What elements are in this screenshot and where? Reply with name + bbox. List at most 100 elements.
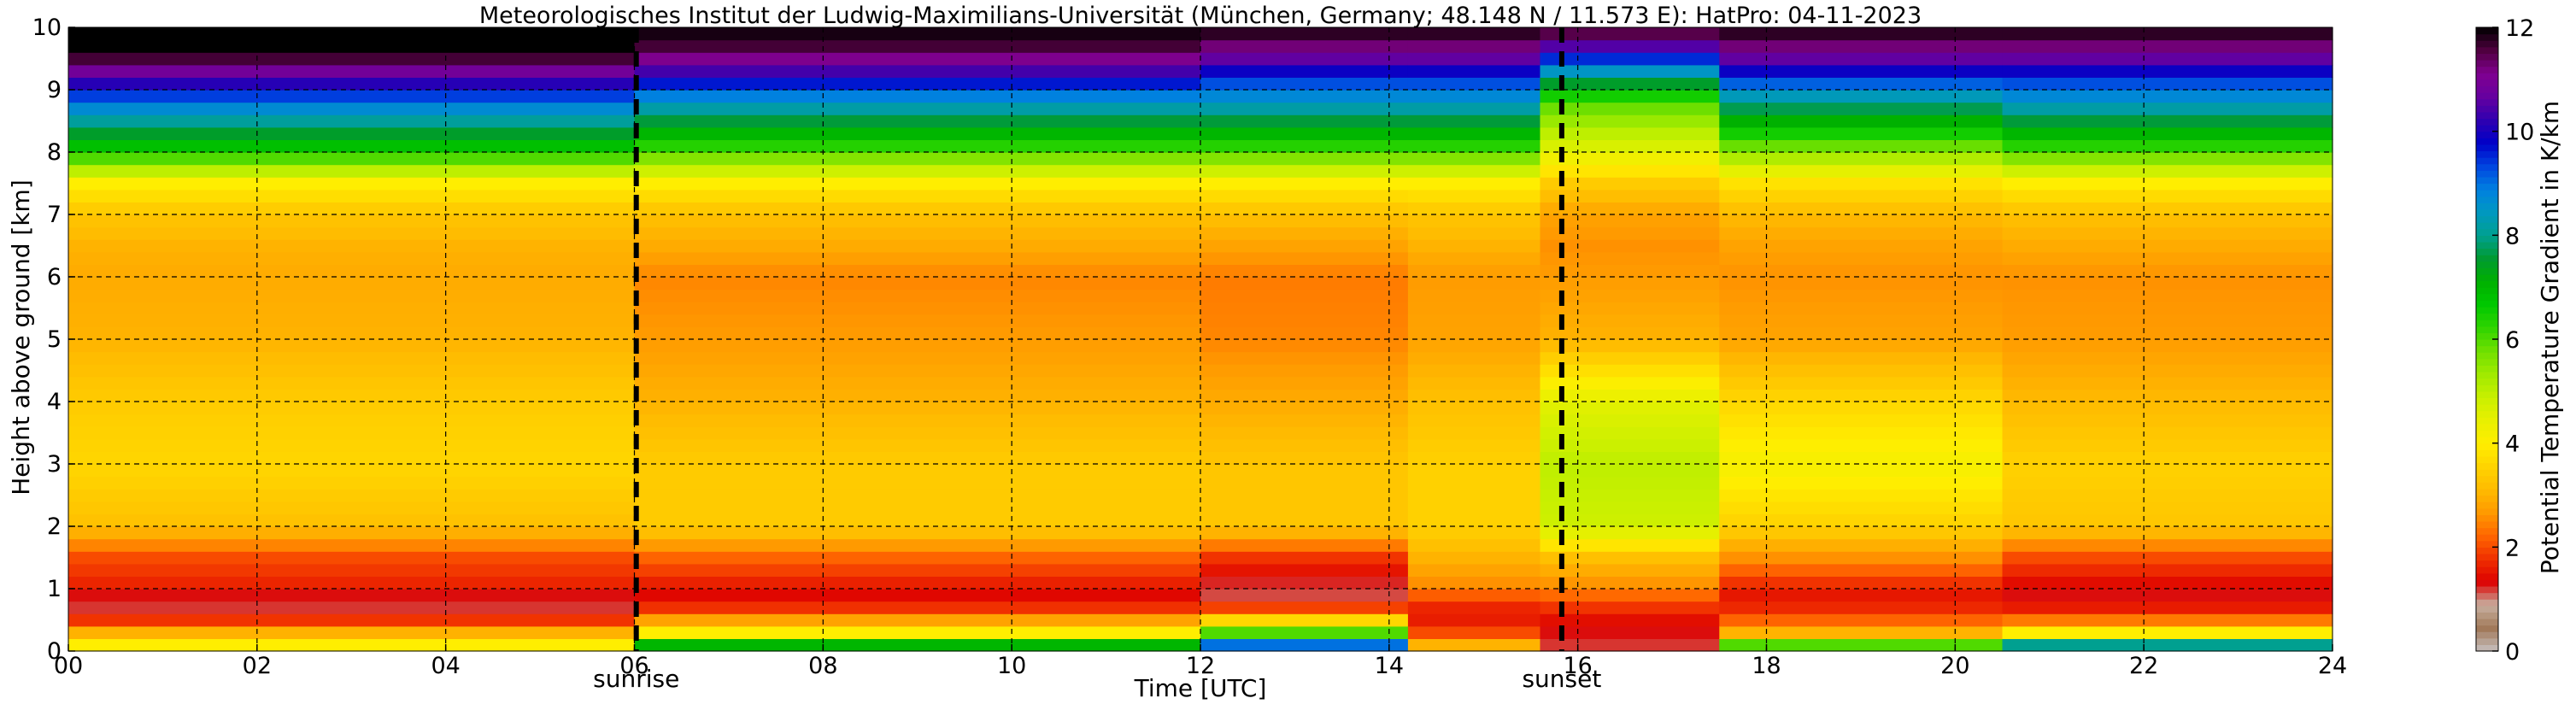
colorbar-swatch xyxy=(2476,502,2498,509)
heatmap-cell xyxy=(68,114,636,128)
x-tick-label: 04 xyxy=(431,653,460,679)
x-tick-label: 24 xyxy=(2318,653,2347,679)
heatmap-cell xyxy=(1407,226,1541,240)
heatmap-cell xyxy=(1540,164,1720,178)
heatmap-cell xyxy=(68,302,636,315)
heatmap-cell xyxy=(1719,39,2004,53)
heatmap-cell xyxy=(1200,464,1409,478)
heatmap-cell xyxy=(2002,326,2333,340)
heatmap-cell xyxy=(1407,90,1541,103)
heatmap-cell xyxy=(1540,139,1720,153)
heatmap-cell xyxy=(1540,402,1720,415)
heatmap-cell xyxy=(1407,464,1541,478)
colorbar-swatch xyxy=(2476,60,2498,67)
heatmap-cell xyxy=(1200,314,1409,327)
heatmap-cell xyxy=(1719,576,2004,590)
heatmap-cell xyxy=(1540,289,1720,302)
heatmap-cell xyxy=(1407,164,1541,178)
heatmap-cell xyxy=(2002,289,2333,302)
heatmap-cell xyxy=(68,164,636,178)
heatmap-cell xyxy=(1407,102,1541,115)
heatmap-cell xyxy=(68,126,636,140)
heatmap-cell xyxy=(1200,451,1409,465)
heatmap-cell xyxy=(1200,526,1409,540)
colorbar-swatch xyxy=(2476,255,2498,262)
colorbar-tick-label: 10 xyxy=(2505,120,2534,146)
heatmap-cell xyxy=(1719,314,2004,327)
heatmap-cell xyxy=(2002,177,2333,191)
colorbar-swatch xyxy=(2476,125,2498,132)
colorbar-swatch xyxy=(2476,85,2498,93)
heatmap-cell xyxy=(634,551,1201,565)
heatmap-cell xyxy=(1719,351,2004,365)
colorbar-swatch xyxy=(2476,475,2498,483)
heatmap-cell xyxy=(68,563,636,577)
heatmap-cell xyxy=(68,489,636,502)
heatmap-cell xyxy=(1200,302,1409,315)
colorbar-swatch xyxy=(2476,585,2498,594)
heatmap-cell xyxy=(634,563,1201,577)
colorbar-swatch xyxy=(2476,235,2498,243)
colorbar-swatch xyxy=(2476,202,2498,210)
colorbar-swatch xyxy=(2476,599,2498,607)
colorbar-swatch xyxy=(2476,618,2498,626)
colorbar-tick-label: 12 xyxy=(2505,15,2534,42)
heatmap-cell xyxy=(1200,538,1409,552)
colorbar-ticks: 0 2 4 6 8 10 12 xyxy=(2492,15,2534,666)
heatmap-cell xyxy=(2002,563,2333,577)
heatmap-cell xyxy=(1540,364,1720,378)
heatmap-cell xyxy=(1200,389,1409,402)
heatmap-cell xyxy=(2002,189,2333,202)
heatmap-cell xyxy=(1407,613,1541,627)
colorbar-swatch xyxy=(2476,339,2498,347)
colorbar-swatch xyxy=(2476,320,2498,327)
heatmap-cell xyxy=(1200,576,1409,590)
heatmap-cell xyxy=(2002,376,2333,390)
event-lines: sunrise sunset xyxy=(593,27,1601,693)
colorbar-swatch xyxy=(2476,33,2498,41)
heatmap-cell xyxy=(2002,302,2333,315)
heatmap-cell xyxy=(1200,126,1409,140)
x-tick-label: 16 xyxy=(1563,653,1592,679)
heatmap-cell xyxy=(1540,189,1720,202)
colorbar-swatch xyxy=(2476,345,2498,353)
heatmap-cell xyxy=(1719,402,2004,415)
colorbar-swatch xyxy=(2476,462,2498,470)
heatmap-cell xyxy=(1200,513,1409,527)
colorbar-swatch xyxy=(2476,560,2498,567)
heatmap-cell xyxy=(1407,451,1541,465)
heatmap-cell xyxy=(634,601,1201,614)
heatmap-cell xyxy=(1200,277,1409,290)
heatmap-cell xyxy=(1407,277,1541,290)
heatmap-cell xyxy=(634,64,1201,78)
heatmap-cell xyxy=(1407,289,1541,302)
heatmap-cell xyxy=(1200,39,1409,53)
heatmap-cell xyxy=(68,202,636,215)
heatmap-cell xyxy=(1719,451,2004,465)
heatmap-cell xyxy=(1540,277,1720,290)
heatmap-cell xyxy=(1407,513,1541,527)
heatmap-cell xyxy=(1540,226,1720,240)
heatmap-cell xyxy=(68,177,636,191)
colorbar-swatch xyxy=(2476,579,2498,587)
heatmap-cell xyxy=(1540,526,1720,540)
heatmap-cell xyxy=(68,613,636,627)
heatmap-cell xyxy=(1540,389,1720,402)
heatmap-cell xyxy=(2002,526,2333,540)
heatmap-cell xyxy=(1540,339,1720,353)
heatmap-cell xyxy=(68,376,636,390)
heatmap-cell xyxy=(1540,27,1720,41)
heatmap-cell xyxy=(634,27,1201,41)
heatmap-cell xyxy=(2002,513,2333,527)
heatmap-cell xyxy=(1719,177,2004,191)
heatmap-cell xyxy=(2002,613,2333,627)
y-tick-label: 9 xyxy=(47,77,62,103)
heatmap-cell xyxy=(2002,589,2333,602)
heatmap-cell xyxy=(68,189,636,202)
heatmap-cell xyxy=(1407,476,1541,490)
colorbar-swatch xyxy=(2476,105,2498,113)
colorbar-swatch xyxy=(2476,566,2498,574)
y-tick-label: 1 xyxy=(47,576,62,602)
heatmap-cell xyxy=(634,576,1201,590)
y-tick-label: 4 xyxy=(47,389,62,415)
